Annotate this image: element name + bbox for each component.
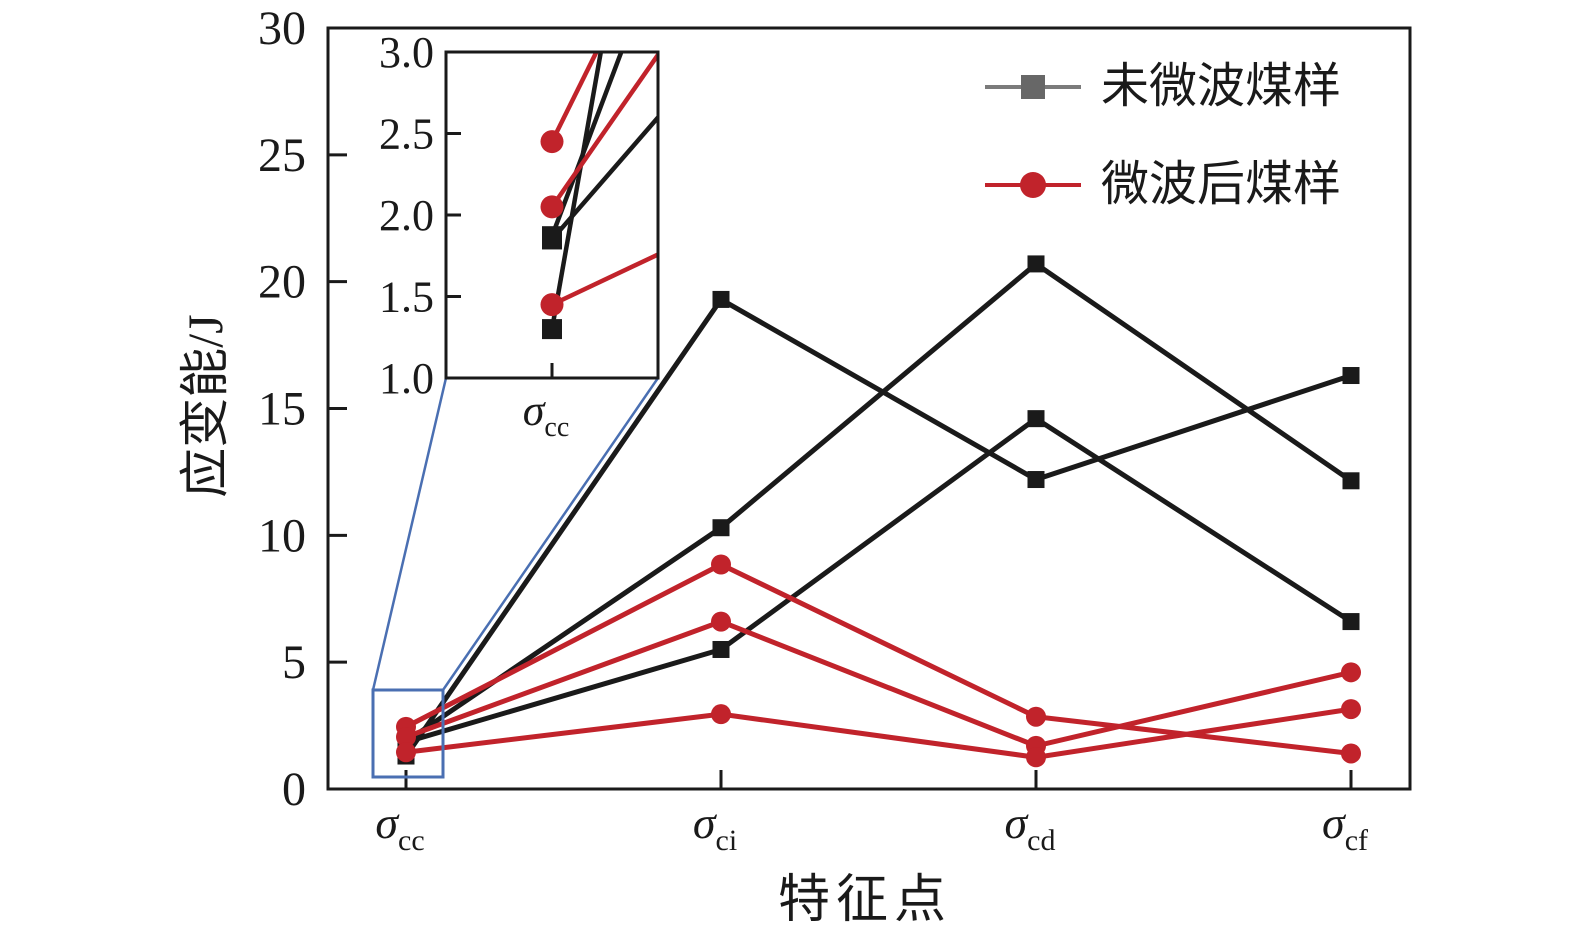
x-category-label: σcc [375,797,424,857]
inset-y-tick-label: 1.0 [379,354,434,403]
inset-y-tick-label: 2.5 [379,110,434,159]
inset-circle-marker [540,195,564,219]
series-square-marker [1027,255,1045,273]
series-circle-marker [711,554,731,575]
legend-label-microwaved: 微波后煤样 [1101,158,1342,211]
inset-square-marker [542,319,562,340]
inset-y-tick-label: 3.0 [379,28,434,77]
legend-label-unmicrowaved: 未微波煤样 [1101,60,1342,113]
legend: 未微波煤样 微波后煤样 [985,56,1341,216]
y-tick-label: 30 [258,2,306,55]
series-square-marker [1342,367,1360,385]
series-circle-marker [1341,662,1361,683]
y-tick-label: 10 [258,509,306,562]
inset-circle-marker [540,293,564,317]
inset-y-tick-label: 2.0 [379,191,434,240]
legend-circle-marker-icon [1020,172,1046,198]
legend-swatch-microwaved [985,154,1081,216]
series-square-marker [1027,410,1045,428]
zoom-source-box [371,688,445,779]
series-circle-marker [396,742,416,763]
x-axis-title: 特征点 [777,872,952,929]
x-category-label: σcf [1322,797,1368,857]
inset-x-tick-label: σcc [523,386,570,443]
series-square-marker [1342,472,1360,490]
legend-swatch-unmicrowaved [985,56,1081,118]
series-square-marker [712,519,730,537]
series-circle-marker [396,726,416,747]
inset-series-line [550,114,658,241]
series-line [405,618,1352,749]
series-square-marker [712,290,730,308]
series-square-marker [1342,613,1360,631]
y-tick-label: 25 [258,129,306,182]
series-line [404,260,1353,744]
series-line [403,296,1352,758]
series-line [404,561,1352,756]
series-circle-marker [711,704,731,725]
series-circle-marker [1026,747,1046,768]
x-category-label: σci [693,797,737,857]
series-circle-marker [1341,699,1361,720]
y-tick-label: 15 [258,383,306,436]
legend-item-microwaved: 微波后煤样 [985,154,1341,216]
inset-circle-marker [540,130,564,154]
y-tick-label: 5 [282,636,306,689]
legend-item-unmicrowaved: 未微波煤样 [985,56,1341,118]
series-circle-marker [1341,743,1361,764]
inset-y-tick-label: 1.5 [379,273,434,322]
y-tick-label: 20 [258,256,306,309]
x-category-label: σcd [1004,797,1055,857]
series-circle-marker [711,611,731,632]
inset-square-marker [542,229,562,250]
series-line [405,706,1352,760]
inset-series-line [551,252,658,307]
zoom-connector-line [441,377,660,691]
zoom-connector-line [371,377,448,691]
y-axis-title: 应变能/J [177,314,233,498]
legend-square-marker-icon [1021,75,1045,99]
inset-lines-group [540,52,658,340]
series-square-marker [712,640,730,658]
series-square-marker [1027,471,1045,489]
series-line [405,415,1353,745]
series-circle-marker [1026,706,1046,727]
y-tick-label: 0 [282,763,306,816]
inset-series-line [550,52,658,209]
